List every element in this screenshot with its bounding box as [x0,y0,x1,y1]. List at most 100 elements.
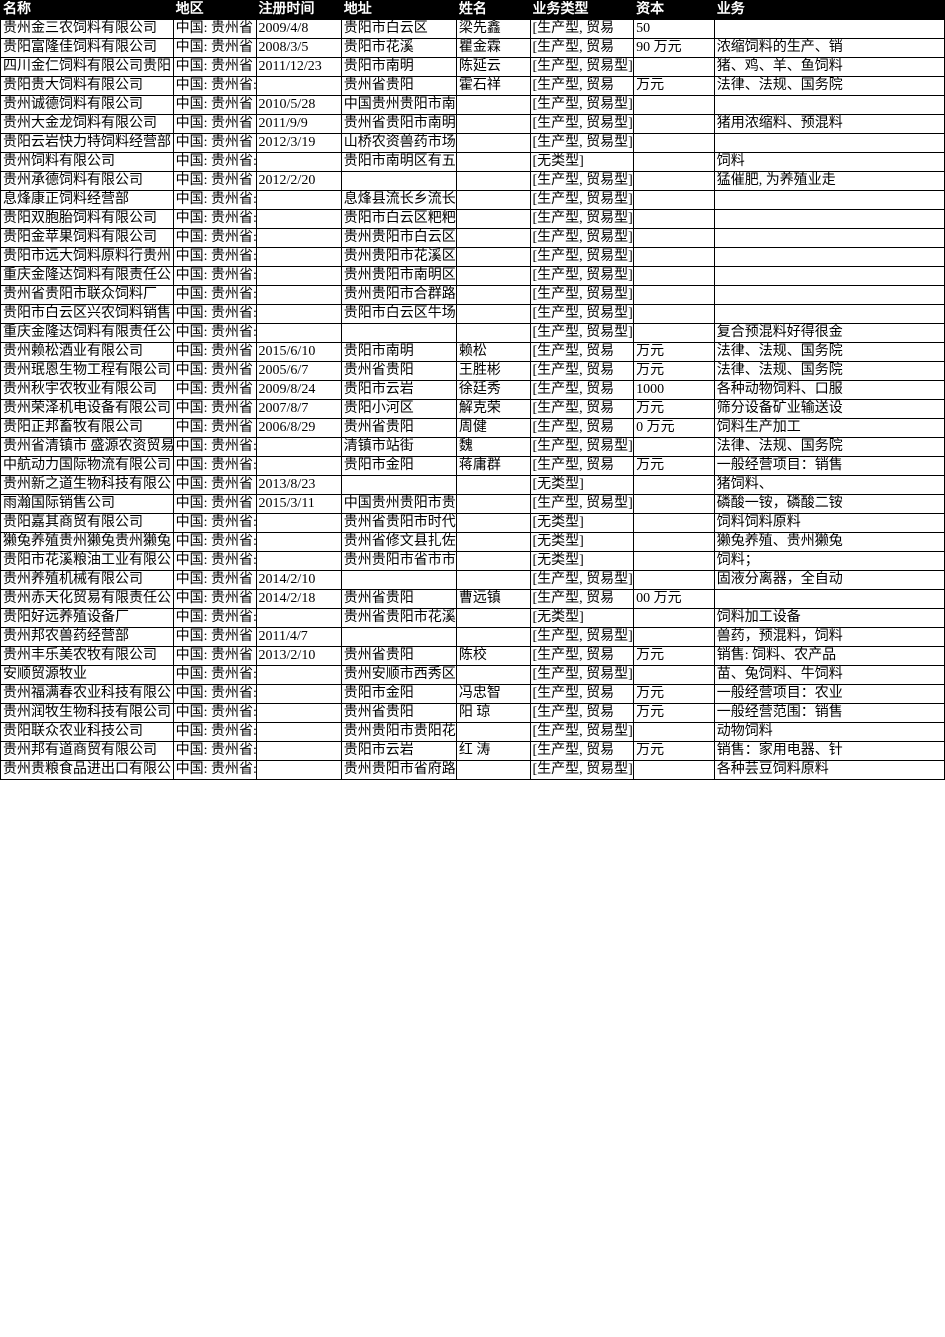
table-cell: 饲料生产加工 [714,419,944,438]
table-cell: 中国: 贵州省 [173,400,256,419]
table-row: 贵州金三农饲料有限公司中国: 贵州省2009/4/8贵阳市白云区梁先鑫[生产型,… [1,20,945,39]
table-cell [256,248,341,267]
table-cell: 贵阳市南明 [341,58,456,77]
table-cell: 徐廷秀 [456,381,530,400]
table-cell: 万元 [634,457,715,476]
table-cell: 中国: 贵州省 [173,58,256,77]
table-cell: [生产型, 贸易型] [530,134,634,153]
table-cell: 王胜彬 [456,362,530,381]
table-cell: 贵阳市南明 [341,343,456,362]
table-cell: 贵州贵阳市南明区太 [341,267,456,286]
table-cell: 中国: 贵州省 [173,628,256,647]
table-cell [256,742,341,761]
table-cell: 中国: 贵州省 [173,115,256,134]
table-cell: 万元 [634,400,715,419]
table-cell: 2013/8/23 [256,476,341,495]
table-cell: 贵州省贵阳市花溪区 [341,609,456,628]
table-cell: [生产型, 贸易型] [530,248,634,267]
table-cell: 2012/2/20 [256,172,341,191]
table-row: 贵阳正邦畜牧有限公司中国: 贵州省2006/8/29贵州省贵阳周健[生产型, 贸… [1,419,945,438]
table-row: 重庆金隆达饲料有限责任公中国: 贵州省:贵阳市贵州贵阳市南明区太[生产型, 贸易… [1,267,945,286]
table-cell: 兽药，预混料，饲料 [714,628,944,647]
table-cell: [生产型, 贸易型] [530,229,634,248]
table-cell [456,666,530,685]
table-cell: 固液分离器，全自动 [714,571,944,590]
table-cell [256,324,341,343]
table-cell [634,153,715,172]
table-cell: [生产型, 贸易 [530,39,634,58]
table-cell [714,229,944,248]
table-cell: 2015/3/11 [256,495,341,514]
table-cell: 50 [634,20,715,39]
table-cell: 法律、法规、国务院 [714,438,944,457]
table-cell [256,723,341,742]
table-cell: 中国: 贵州省 [173,571,256,590]
table-cell: 贵阳市南明区有五里 [341,153,456,172]
table-cell: [生产型, 贸易 [530,343,634,362]
table-cell: 贵州贵阳市贵阳花溪 [341,723,456,742]
table-cell: 贵州安顺市西秀区d [341,666,456,685]
table-cell: [生产型, 贸易 [530,685,634,704]
table-cell: 贵阳市云岩 [341,381,456,400]
table-cell [456,115,530,134]
table-cell [256,210,341,229]
table-row: 贵州诚德饲料有限公司中国: 贵州省2010/5/28中国贵州贵阳市南明区[生产型… [1,96,945,115]
table-cell: 霍石祥 [456,77,530,96]
table-cell: 贵州省贵阳 [341,77,456,96]
table-row: 贵阳金苹果饲料有限公司中国: 贵州省:贵阳市贵州贵阳市白云区贵[生产型, 贸易型… [1,229,945,248]
table-cell: 贵州润牧生物科技有限公司 [1,704,174,723]
table-cell [634,210,715,229]
table-cell: 销售：家用电器、针 [714,742,944,761]
table-cell: 法律、法规、国务院 [714,343,944,362]
table-cell [634,58,715,77]
table-cell: 贵州承德饲料有限公司 [1,172,174,191]
table-cell: 清镇市站街 [341,438,456,457]
table-cell: 中国: 贵州省:贵阳市 [173,286,256,305]
table-cell [714,590,944,609]
table-cell: 中国: 贵州省:贵阳市 [173,514,256,533]
table-row: 雨瀚国际销售公司中国: 贵州省2015/3/11中国贵州贵阳市贵州[生产型, 贸… [1,495,945,514]
table-cell [456,191,530,210]
table-cell: 息烽康正饲料经营部 [1,191,174,210]
table-cell: 梁先鑫 [456,20,530,39]
table-cell [341,172,456,191]
table-cell [256,685,341,704]
table-cell: 万元 [634,704,715,723]
table-cell [634,267,715,286]
table-cell: 各种动物饲料、口服 [714,381,944,400]
table-cell [456,248,530,267]
table-cell: 息烽县流长乡流长村 [341,191,456,210]
table-cell: [生产型, 贸易型] [530,628,634,647]
table-cell: 中国: 贵州省 [173,343,256,362]
table-cell: 贵州新之道生物科技有限公 [1,476,174,495]
table-cell: 饲料； [714,552,944,571]
table-cell [634,248,715,267]
table-cell: [生产型, 贸易型] [530,495,634,514]
table-cell [456,134,530,153]
table-cell [634,552,715,571]
table-cell: 贵阳市白云区 [341,20,456,39]
table-row: 贵阳好远养殖设备厂中国: 贵州省:贵阳市贵州省贵阳市花溪区[无类型]饲料加工设备 [1,609,945,628]
table-row: 贵阳市远大饲料原料行贵州中国: 贵州省:贵阳市贵州贵阳市花溪区贵[生产型, 贸易… [1,248,945,267]
table-cell: [生产型, 贸易型] [530,286,634,305]
table-cell [456,229,530,248]
col-person: 姓名 [456,1,530,20]
table-cell: 中国: 贵州省:贵阳市 [173,438,256,457]
table-row: 贵阳富隆佳饲料有限公司中国: 贵州省2008/3/5贵阳市花溪瞿金霖[生产型, … [1,39,945,58]
table-row: 贵州承德饲料有限公司中国: 贵州省2012/2/20[生产型, 贸易型]猛催肥,… [1,172,945,191]
table-cell: 贵州省清镇市 盛源农资贸易 [1,438,174,457]
table-cell: 中国: 贵州省:贵阳市 [173,723,256,742]
table-cell: [生产型, 贸易型] [530,172,634,191]
table-cell [341,476,456,495]
table-cell [256,609,341,628]
table-row: 贵州新之道生物科技有限公中国: 贵州省2013/8/23[无类型]猪饲料、 [1,476,945,495]
table-cell: 中国: 贵州省 [173,495,256,514]
table-cell [714,286,944,305]
table-cell: [生产型, 贸易 [530,457,634,476]
table-cell [634,305,715,324]
table-cell: 赖松 [456,343,530,362]
table-cell [256,438,341,457]
table-cell: 周健 [456,419,530,438]
table-cell: 贵州省贵阳市南明区 [341,115,456,134]
table-cell [634,96,715,115]
